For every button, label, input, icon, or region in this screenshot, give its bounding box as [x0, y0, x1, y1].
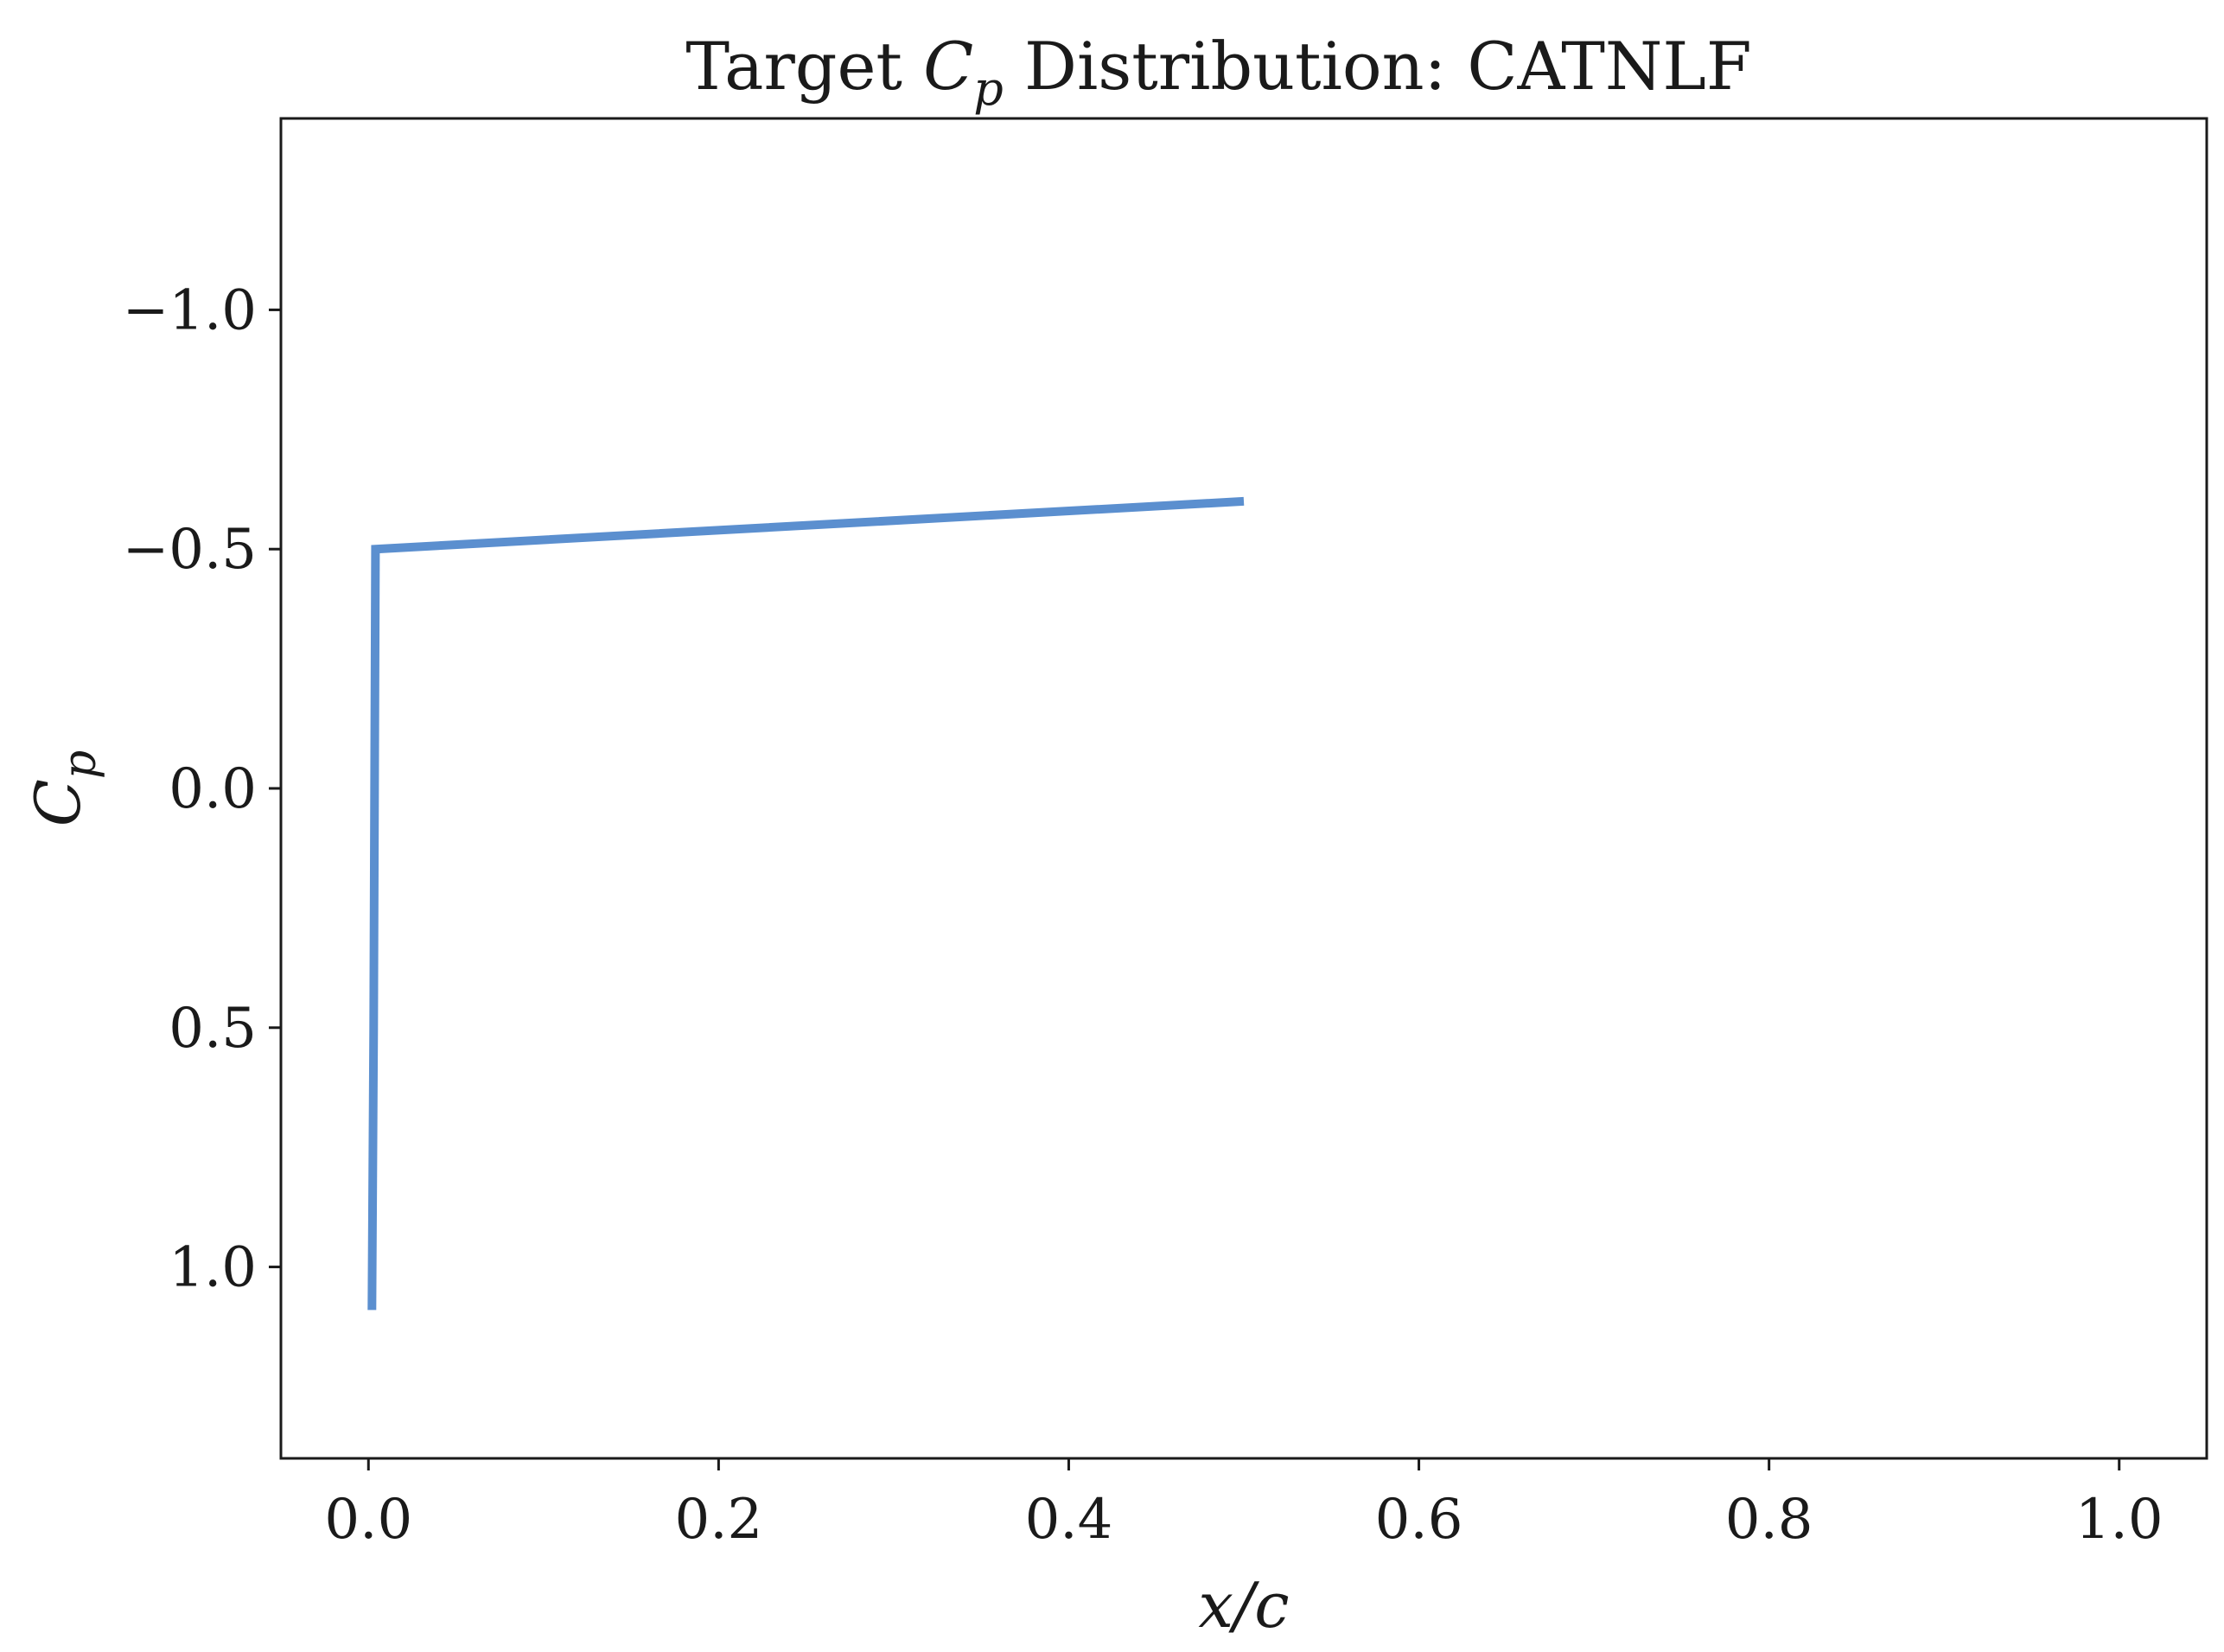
cp-series-line [367, 496, 1245, 1311]
x-tick-label: 0.0 [324, 1488, 412, 1552]
y-tick-label: 1.0 [169, 1236, 257, 1300]
chart-title-prefix: Target [685, 28, 923, 105]
x-tick-label: 0.2 [674, 1488, 762, 1552]
y-tick-label: 0.5 [169, 997, 257, 1061]
y-tick-label: −1.0 [123, 278, 257, 342]
x-axis-ticks: 0.0 0.2 0.4 0.6 0.8 1.0 [324, 1458, 2163, 1552]
chart-title-suffix: Distribution: CATNLF [1004, 28, 1752, 105]
chart-title: Target Cp Distribution: CATNLF [685, 28, 1751, 116]
chart-title-symbol-subscript: p [973, 61, 1004, 116]
x-axis-label: x/c [1198, 1569, 1289, 1642]
x-tick-label: 0.4 [1025, 1488, 1113, 1552]
y-tick-label: 0.0 [169, 757, 257, 821]
y-axis-label-main: C [22, 779, 94, 826]
x-tick-label: 1.0 [2075, 1488, 2163, 1552]
x-tick-label: 0.8 [1725, 1488, 1813, 1552]
series-group [367, 496, 1245, 1311]
plot-area-frame [279, 117, 2208, 1460]
chart-title-symbol: C [923, 28, 973, 105]
y-tick-label: −0.5 [123, 518, 257, 582]
x-tick-label: 0.6 [1375, 1488, 1463, 1552]
y-axis-label-subscript: p [54, 750, 106, 779]
y-axis-ticks: −1.0 −0.5 0.0 0.5 1.0 [123, 278, 281, 1300]
y-axis-label: Cp [22, 750, 106, 826]
